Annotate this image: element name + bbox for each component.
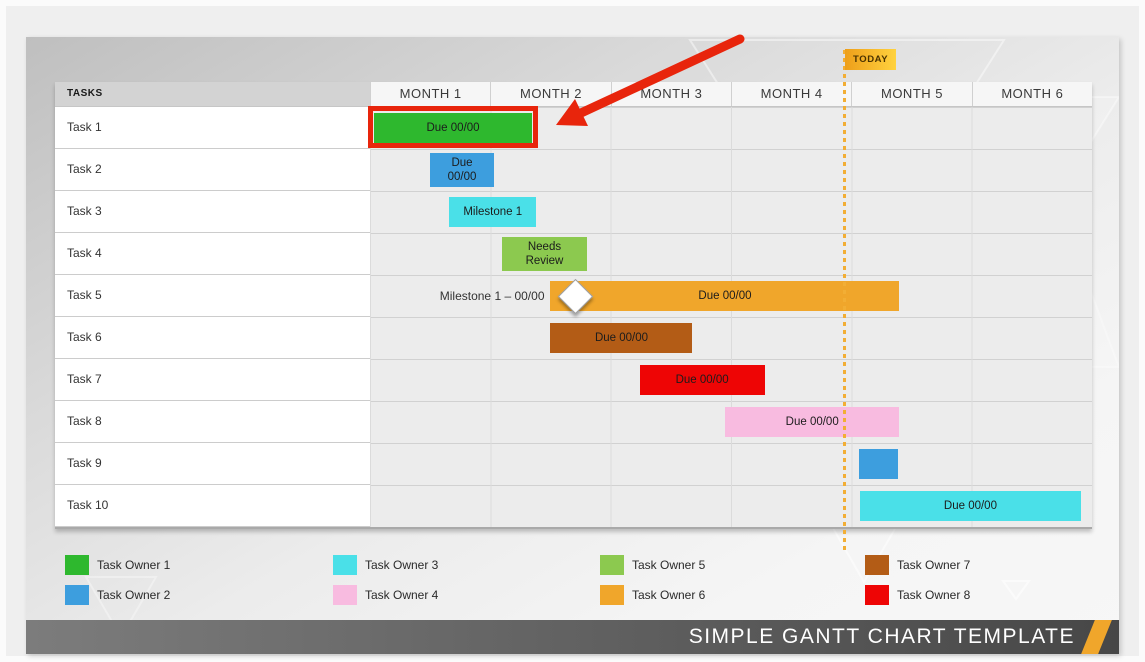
month-header-3: MONTH 3 [610,82,731,106]
task-row-label: Task 8 [55,401,370,443]
gantt-bar-task-5[interactable]: Due 00/00 [550,281,900,311]
task-name-column: Task 1 Task 2 Task 3 Task 4 Task 5 Task 6 Task… [55,107,370,527]
legend-swatch-7 [865,555,889,575]
legend-swatch-4 [333,585,357,605]
task-row-label: Task 3 [55,191,370,233]
bars-layer: Due 00/00 Due 00/00 Milestone 1 Needs Revie… [370,107,1092,527]
today-badge: TODAY [845,49,897,70]
legend-swatch-2 [65,585,89,605]
highlight-rectangle [367,106,539,148]
month-header-2: MONTH 2 [490,82,611,106]
legend-label-2: Task Owner 2 [97,588,171,602]
legend-label-3: Task Owner 3 [365,558,439,572]
task-row-label: Task 6 [55,317,370,359]
gantt-bar-task-2[interactable]: Due 00/00 [430,153,494,187]
legend-label-5: Task Owner 5 [632,558,706,572]
task-row-label: Task 10 [55,485,370,527]
milestone-date-label: Milestone 1 – 00/00 [439,289,545,303]
month-header-1: MONTH 1 [370,82,491,106]
footer-accent-slash [1081,620,1112,654]
task-row-label: Task 9 [55,443,370,485]
gantt-bar-task-10[interactable]: Due 00/00 [859,491,1082,521]
legend-swatch-1 [65,555,89,575]
month-header-row: MONTH 1 MONTH 2 MONTH 3 MONTH 4 MONTH 5 MONTH… [370,82,1092,106]
month-header-5: MONTH 5 [851,82,972,106]
task-row-label: Task 2 [55,149,370,191]
task-row-label: Task 5 [55,275,370,317]
gantt-bar-task-9[interactable] [858,449,899,479]
task-row-label: Task 1 [55,107,370,149]
gantt-bar-task-3[interactable]: Milestone 1 [449,197,537,227]
legend-swatch-8 [865,585,889,605]
gantt-bar-task-8[interactable]: Due 00/00 [724,407,900,437]
month-header-4: MONTH 4 [730,82,852,106]
gantt-bar-task-4[interactable]: Needs Review [502,237,587,271]
tasks-column-header: TASKS [55,82,370,106]
month-header-6: MONTH 6 [971,82,1092,106]
legend-swatch-3 [333,555,357,575]
gantt-bar-task-1[interactable]: Due 00/00 [373,113,533,143]
legend-label-8: Task Owner 8 [897,588,971,602]
legend-label-7: Task Owner 7 [897,558,971,572]
legend-swatch-6 [600,585,624,605]
legend-swatch-5 [600,555,624,575]
gantt-table: TASKS MONTH 1 MONTH 2 MONTH 3 MONTH 4 MONTH … [55,82,1092,529]
legend-label-6: Task Owner 6 [632,588,706,602]
legend-label-4: Task Owner 4 [365,588,439,602]
legend-label-1: Task Owner 1 [97,558,171,572]
task-row-label: Task 4 [55,233,370,275]
table-body: Task 1 Task 2 Task 3 Task 4 Task 5 Task 6 Task… [55,106,1092,527]
gantt-bar-task-6[interactable]: Due 00/00 [550,323,693,353]
task-row-label: Task 7 [55,359,370,401]
gantt-bar-task-7[interactable]: Due 00/00 [639,365,765,395]
footer-bar: SIMPLE GANTT CHART TEMPLATE [26,620,1119,654]
footer-title: SIMPLE GANTT CHART TEMPLATE [688,625,1075,648]
